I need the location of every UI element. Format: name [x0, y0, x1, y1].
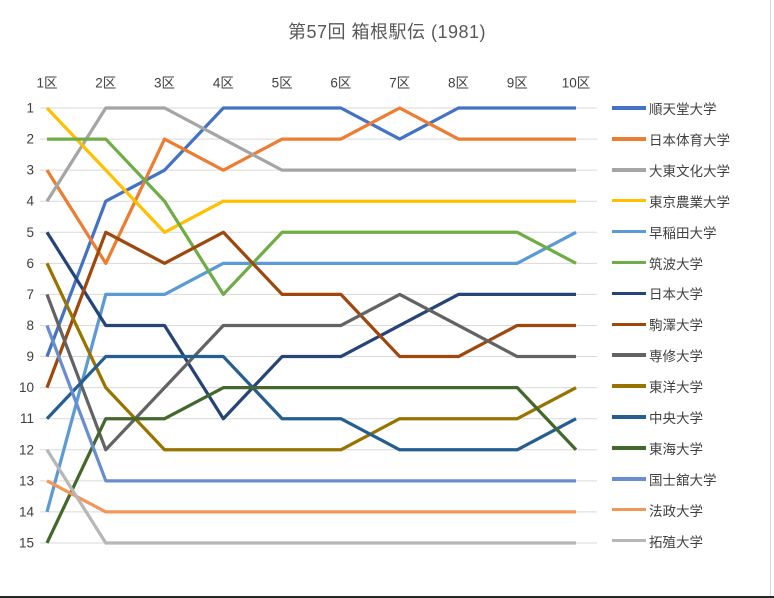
y-axis-tick-10: 10: [19, 380, 34, 395]
series-line-専修大学: [47, 294, 576, 449]
x-axis-tick-5: 5区: [272, 76, 293, 91]
y-axis-tick-7: 7: [26, 287, 34, 302]
x-axis-tick-2: 2区: [95, 76, 116, 91]
series-line-国士舘大学: [47, 325, 576, 480]
x-axis-tick-1: 1区: [36, 76, 57, 91]
hakone-ekiden-bump-chart: 第57回 箱根駅伝 (1981) 1234567891011121314151区…: [0, 0, 774, 598]
y-axis-tick-3: 3: [26, 163, 34, 178]
x-axis-tick-6: 6区: [330, 76, 351, 91]
bump-chart-plot-area: 1234567891011121314151区2区3区4区5区6区7区8区9区1…: [0, 0, 774, 598]
series-line-駒澤大学: [47, 232, 576, 387]
x-axis-tick-10: 10区: [562, 76, 591, 91]
x-axis-tick-4: 4区: [213, 76, 234, 91]
y-axis-tick-1: 1: [26, 101, 34, 116]
y-axis-tick-5: 5: [26, 225, 34, 240]
series-line-拓殖大学: [47, 450, 576, 543]
y-axis-tick-4: 4: [26, 194, 34, 209]
series-line-早稲田大学: [47, 232, 576, 512]
y-axis-tick-12: 12: [19, 442, 34, 457]
x-axis-tick-9: 9区: [507, 76, 528, 91]
y-axis-tick-2: 2: [26, 132, 34, 147]
series-line-法政大学: [47, 481, 576, 512]
y-axis-tick-14: 14: [19, 504, 35, 519]
y-axis-tick-9: 9: [26, 349, 34, 364]
y-axis-tick-15: 15: [19, 535, 34, 550]
y-axis-tick-13: 13: [19, 473, 34, 488]
x-axis-tick-7: 7区: [389, 76, 410, 91]
series-line-中央大学: [47, 357, 576, 450]
x-axis-tick-3: 3区: [154, 76, 175, 91]
y-axis-tick-11: 11: [20, 411, 34, 426]
y-axis-tick-6: 6: [26, 256, 34, 271]
x-axis-tick-8: 8区: [448, 76, 469, 91]
series-line-日本体育大学: [47, 108, 576, 263]
series-line-大東文化大学: [47, 108, 576, 201]
right-edge-divider: [770, 0, 771, 596]
y-axis-tick-8: 8: [26, 318, 34, 333]
